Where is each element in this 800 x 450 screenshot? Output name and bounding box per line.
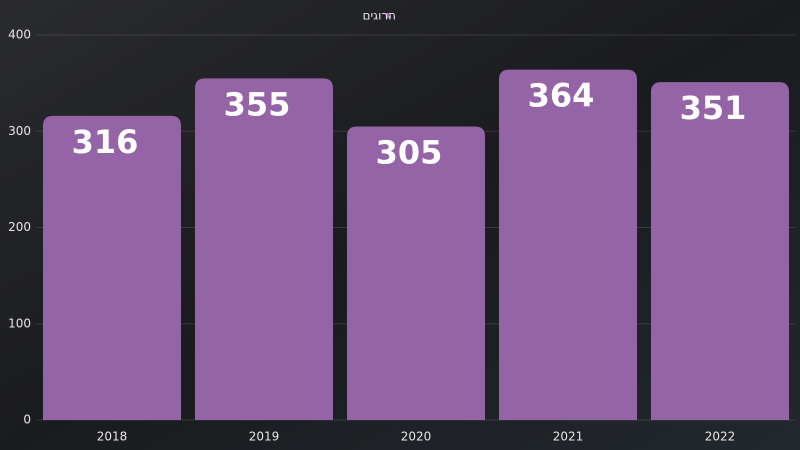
bar: [195, 78, 333, 420]
legend-swatch: [386, 13, 391, 18]
y-tick-label: 0: [23, 413, 31, 427]
x-tick-label: 2020: [401, 430, 432, 444]
bar: [499, 69, 637, 421]
x-tick-label: 2022: [705, 430, 736, 444]
y-tick-label: 400: [8, 28, 31, 42]
value-label: 316: [72, 123, 139, 161]
value-label: 364: [528, 77, 595, 115]
x-tick-label: 2021: [553, 430, 584, 444]
y-tick-label: 300: [8, 124, 31, 138]
bar: [347, 126, 485, 420]
value-label: 305: [376, 133, 443, 171]
y-tick-label: 100: [8, 316, 31, 330]
bar: [43, 115, 181, 420]
x-tick-label: 2018: [97, 430, 128, 444]
y-tick-label: 200: [8, 220, 31, 234]
value-label: 355: [224, 85, 291, 123]
bar: [651, 82, 789, 420]
legend-label: הרוגים: [363, 9, 396, 23]
x-tick-label: 2019: [249, 430, 280, 444]
value-label: 351: [680, 89, 747, 127]
